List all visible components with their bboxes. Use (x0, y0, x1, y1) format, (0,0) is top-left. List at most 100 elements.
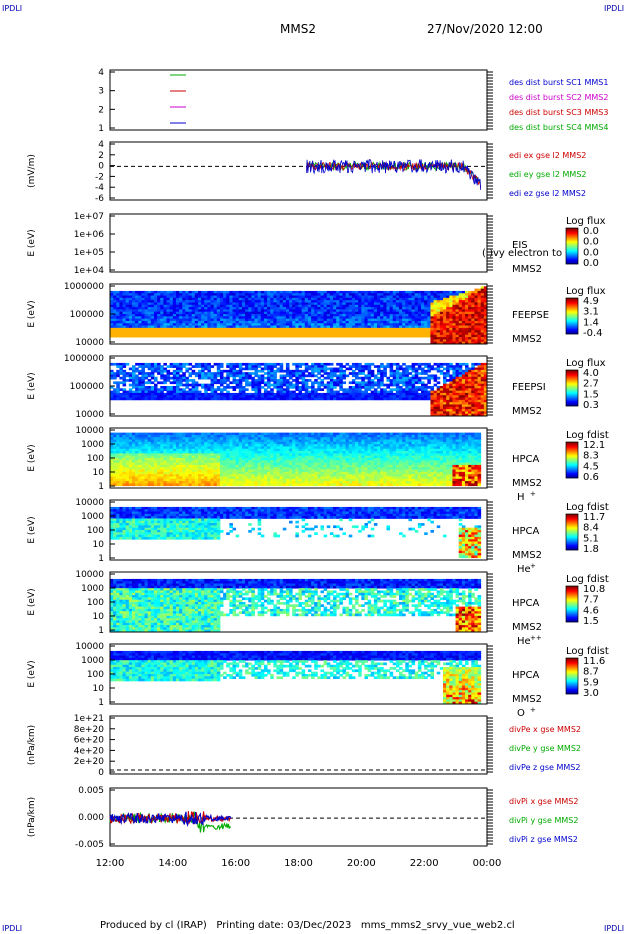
spectrogram-cell (292, 330, 296, 333)
y-tick-label: 3 (98, 87, 104, 97)
spectrogram-cell (295, 372, 299, 375)
spectrogram-cell (405, 381, 409, 385)
spectrogram-cell (125, 302, 130, 306)
spectrogram-cell (386, 318, 391, 322)
spectrogram-cell (414, 318, 419, 322)
spectrogram-cell (282, 330, 287, 333)
spectrogram-cell (282, 290, 287, 294)
spectrogram-cell (323, 293, 328, 296)
spectrogram-cell (364, 293, 369, 296)
spectrogram-cell (138, 390, 142, 394)
spectrogram-cell (138, 295, 142, 299)
spectrogram-cell (122, 365, 127, 368)
spectrogram-cell (197, 318, 202, 322)
spectrogram-cell (219, 397, 224, 401)
spectrogram-cell (295, 320, 299, 324)
spectrogram-cell (480, 300, 485, 303)
spectrogram-cell (110, 309, 114, 313)
spectrogram-cell (329, 390, 334, 394)
spectrogram-cell (135, 390, 139, 394)
spectrogram-cell (260, 379, 265, 382)
spectrogram-cell (131, 297, 136, 301)
spectrogram-cell (289, 318, 293, 322)
spectrogram-cell (166, 437, 171, 440)
spectrogram-cell (389, 372, 394, 375)
spectrogram-cell (370, 383, 375, 387)
spectrogram-cell (405, 293, 409, 296)
spectrogram-cell (361, 325, 365, 329)
spectrogram-cell (480, 337, 485, 340)
spectrogram-cell (141, 311, 145, 315)
spectrogram-cell (471, 327, 475, 331)
spectrogram-cell (307, 392, 312, 396)
spectrogram-cell (251, 297, 255, 301)
spectrogram-cell (443, 406, 447, 410)
spectrogram-cell (439, 402, 444, 405)
spectrogram-cell (150, 458, 155, 461)
spectrogram-cell (377, 290, 381, 294)
spectrogram-cell (339, 330, 343, 333)
spectrogram-cell (355, 332, 359, 336)
spectrogram-cell (138, 432, 142, 436)
spectrogram-cell (461, 399, 466, 403)
spectrogram-cell (131, 467, 136, 470)
spectrogram-cell (351, 392, 356, 396)
spectrogram-cell (207, 311, 211, 315)
spectrogram-cell (465, 290, 469, 294)
spectrogram-cell (110, 439, 114, 443)
spectrogram-cell (235, 381, 240, 385)
spectrogram-cell (402, 392, 406, 396)
spectrogram-cell (430, 395, 434, 398)
spectrogram-cell (179, 395, 183, 398)
spectrogram-cell (229, 300, 233, 303)
spectrogram-cell (314, 374, 318, 378)
spectrogram-cell (461, 316, 466, 320)
spectrogram-cell (430, 397, 434, 401)
spectrogram-cell (380, 376, 384, 380)
spectrogram-cell (361, 369, 365, 373)
spectrogram-cell (424, 293, 428, 296)
spectrogram-cell (304, 314, 309, 317)
spectrogram-cell (153, 469, 158, 473)
spectrogram-cell (477, 365, 482, 368)
spectrogram-cell (188, 390, 193, 394)
spectrogram-cell (417, 316, 422, 320)
spectrogram-cell (160, 314, 164, 317)
spectrogram-cell (465, 297, 469, 301)
spectrogram-cell (248, 376, 252, 380)
spectrogram-cell (329, 325, 334, 329)
spectrogram-cell (298, 362, 303, 366)
spectrogram-cell (235, 362, 240, 366)
spectrogram-cell (157, 300, 161, 303)
spectrogram-cell (461, 376, 466, 380)
spectrogram-cell (153, 476, 158, 480)
spectrogram-cell (483, 397, 488, 401)
spectrogram-cell (194, 362, 199, 366)
spectrogram-cell (285, 383, 290, 387)
spectrogram-cell (210, 297, 215, 301)
spectrogram-cell (160, 483, 164, 487)
spectrogram-cell (483, 288, 488, 292)
spectrogram-cell (304, 309, 309, 313)
spectrogram-cell (452, 374, 456, 378)
spectrogram-cell (172, 474, 177, 477)
spectrogram-cell (113, 334, 117, 338)
spectrogram-cell (433, 337, 438, 340)
spectrogram-cell (160, 325, 164, 329)
spectrogram-cell (267, 295, 271, 299)
spectrogram-cell (110, 395, 114, 398)
colorbar-cell (566, 246, 578, 248)
spectrogram-cell (383, 332, 387, 336)
spectrogram-cell (339, 318, 343, 322)
spectrogram-cell (157, 448, 161, 452)
spectrogram-cell (436, 392, 441, 396)
spectrogram-cell (257, 395, 262, 398)
spectrogram-cell (433, 332, 438, 336)
spectrogram-cell (213, 388, 218, 392)
spectrogram-cell (408, 295, 412, 299)
spectrogram-cell (119, 388, 123, 392)
spectrogram-cell (477, 388, 482, 392)
spectrogram-cell (414, 372, 419, 375)
spectrogram-cell (113, 316, 117, 320)
spectrogram-cell (116, 316, 120, 320)
